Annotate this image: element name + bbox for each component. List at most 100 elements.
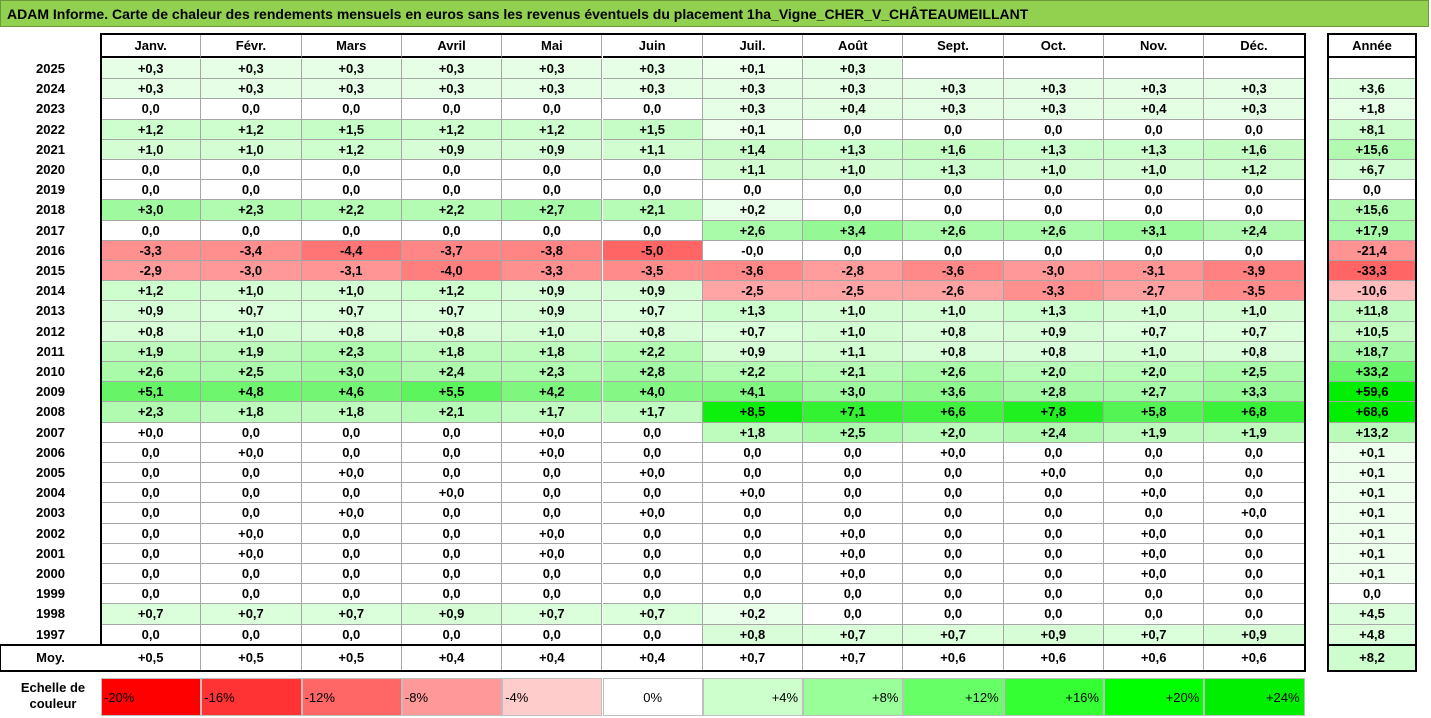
heatmap-cell: +1,0 [1104, 341, 1205, 362]
heatmap-cell: -0,0 [702, 240, 804, 261]
row-year-label: 2006 [36, 444, 65, 460]
heatmap-cell: +1,1 [702, 160, 804, 181]
heatmap-cell: 0,0 [201, 422, 302, 443]
heatmap-cell: +0,2 [702, 604, 804, 625]
heatmap-cell: +3,1 [1104, 220, 1205, 241]
annual-cell: +15,6 [1328, 200, 1416, 221]
heatmap-cell: +0,9 [602, 281, 703, 302]
heatmap-cell: +0,0 [1204, 503, 1305, 524]
heatmap-cell: +2,6 [101, 362, 202, 383]
heatmap-cell: 0,0 [903, 523, 1004, 544]
heatmap-cell: +2,0 [903, 422, 1004, 443]
annual-cell: +0,1 [1328, 503, 1416, 524]
heatmap-cell: +0,7 [201, 301, 302, 322]
row-year-label: 2021 [36, 141, 65, 157]
heatmap-cell: 0,0 [602, 220, 703, 241]
heatmap-cell: +0,0 [803, 564, 904, 585]
row-year-label: 2020 [36, 162, 65, 177]
heatmap-cell: -3,6 [903, 261, 1004, 282]
row-year-label: 1999 [36, 586, 65, 602]
average-cell: +0,4 [402, 646, 503, 670]
heatmap-cell: +0,2 [702, 200, 804, 221]
heatmap-cell: +1,2 [401, 281, 503, 302]
heatmap-cell: 0,0 [903, 119, 1004, 140]
color-scale-swatch: +12% [903, 678, 1004, 716]
page-title: ADAM Informe. Carte de chaleur des rende… [0, 0, 1429, 27]
heatmap-cell: 0,0 [101, 180, 202, 201]
heatmap-cell: -3,8 [502, 240, 603, 261]
heatmap-cell: 0,0 [502, 220, 603, 241]
row-year-label: 1997 [36, 626, 65, 642]
heatmap-cell: 0,0 [602, 523, 703, 544]
heatmap-cell: +0,8 [101, 321, 202, 342]
heatmap-cell: +0,7 [101, 604, 202, 625]
heatmap-cell: +1,0 [502, 321, 603, 342]
heatmap-cell: 0,0 [201, 180, 302, 201]
heatmap-cell: +1,0 [803, 301, 904, 322]
heatmap-cell: +1,3 [1003, 301, 1104, 322]
heatmap-cell: 0,0 [1104, 200, 1205, 221]
annual-cell: +15,6 [1328, 139, 1416, 160]
heatmap-cell: 0,0 [702, 442, 804, 463]
heatmap-cell: 0,0 [401, 463, 503, 484]
heatmap-cell: +1,2 [301, 139, 402, 160]
color-scale-swatch: +16% [1003, 678, 1104, 716]
heatmap-cell: +2,0 [1104, 362, 1205, 383]
heatmap-cell: +0,8 [1204, 341, 1305, 362]
heatmap-cell: +1,7 [502, 402, 603, 423]
color-scale-swatch: +4% [702, 678, 804, 716]
column-header: Août [803, 34, 904, 58]
heatmap-cell: +2,0 [1003, 362, 1104, 383]
heatmap-cell: 0,0 [301, 99, 402, 120]
heatmap-cell: +2,1 [602, 200, 703, 221]
heatmap-cell: 0,0 [602, 564, 703, 585]
heatmap-cell: 0,0 [903, 584, 1004, 605]
heatmap-cell: 0,0 [602, 180, 703, 201]
heatmap-cell: +2,2 [602, 341, 703, 362]
heatmap-cell: 0,0 [301, 220, 402, 241]
average-cell: +0,6 [1004, 646, 1104, 670]
heatmap-cell: +2,6 [1003, 220, 1104, 241]
heatmap-cell: -3,0 [1003, 261, 1104, 282]
heatmap-cell: 0,0 [401, 99, 503, 120]
row-year-label: 2008 [36, 404, 65, 420]
heatmap-cell: +0,0 [201, 543, 302, 564]
heatmap-cell: +1,0 [201, 281, 302, 302]
heatmap-cell: +0,3 [803, 79, 904, 100]
heatmap-cell: 0,0 [301, 160, 402, 181]
heatmap-cell: 0,0 [401, 503, 503, 524]
heatmap-cell: +0,7 [1104, 624, 1205, 645]
heatmap-cell: +0,0 [1104, 523, 1205, 544]
heatmap-cell [1104, 59, 1205, 80]
heatmap-cell: +2,3 [101, 402, 202, 423]
heatmap-cell [903, 59, 1004, 80]
row-year-label: 2015 [36, 263, 65, 278]
heatmap-cell: 0,0 [101, 584, 202, 605]
heatmap-cell: +0,1 [702, 59, 804, 80]
annual-cell: +68,6 [1328, 402, 1416, 423]
heatmap-cell: 0,0 [101, 503, 202, 524]
heatmap-cell: +1,0 [1204, 301, 1305, 322]
heatmap-cell: 0,0 [803, 200, 904, 221]
color-scale-swatch: -4% [502, 678, 603, 716]
average-cell: +0,7 [703, 646, 804, 670]
heatmap-cell: 0,0 [101, 543, 202, 564]
heatmap-cell: +0,3 [401, 59, 503, 80]
annual-cell: +4,8 [1328, 624, 1416, 645]
heatmap-cell: +2,5 [1204, 362, 1305, 383]
heatmap-cell: +0,7 [502, 604, 603, 625]
heatmap-cell: +3,0 [803, 382, 904, 403]
row-year-label: 2012 [36, 323, 65, 339]
annual-cell [1328, 59, 1416, 80]
heatmap-cell: 0,0 [301, 584, 402, 605]
column-header: Juin [602, 34, 703, 58]
heatmap-cell: +2,8 [602, 362, 703, 383]
heatmap-cell: +2,4 [1003, 422, 1104, 443]
heatmap-cell: +0,3 [1204, 99, 1305, 120]
heatmap-cell: 0,0 [502, 160, 603, 181]
heatmap-cell: -4,0 [401, 261, 503, 282]
heatmap-cell: +0,0 [502, 523, 603, 544]
heatmap-cell: 0,0 [1204, 119, 1305, 140]
row-year-label: 2003 [36, 505, 65, 521]
column-header: Nov. [1104, 34, 1205, 58]
